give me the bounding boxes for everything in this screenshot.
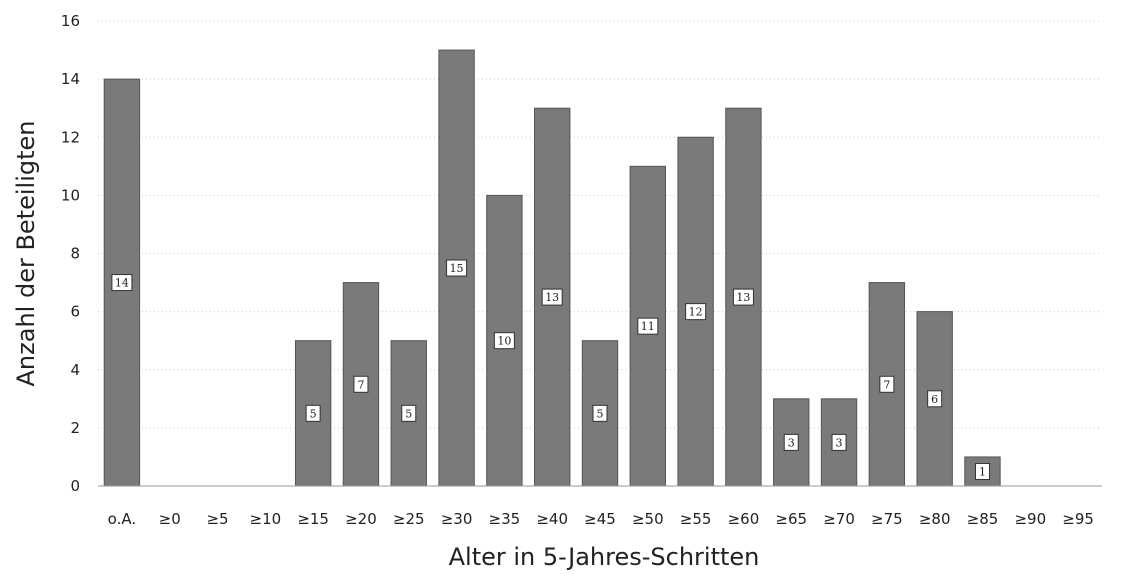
data-label: 15	[450, 262, 464, 275]
x-tick-label: ≥40	[536, 510, 568, 528]
data-label: 7	[883, 378, 890, 391]
y-tick-label: 12	[61, 128, 80, 146]
x-tick-label: ≥30	[441, 510, 473, 528]
data-label-box	[493, 332, 515, 350]
data-label-box	[353, 375, 369, 393]
data-label-box	[446, 259, 468, 277]
x-tick-label: o.A.	[108, 510, 136, 528]
data-label: 1	[979, 465, 986, 478]
data-label-box	[541, 288, 563, 306]
y-tick-label: 16	[61, 12, 80, 30]
y-tick-label: 8	[70, 245, 80, 263]
x-tick-label: ≥25	[393, 510, 425, 528]
data-label-box	[783, 433, 799, 451]
data-label-box	[732, 288, 754, 306]
data-label: 14	[115, 277, 129, 290]
x-tick-label: ≥85	[967, 510, 999, 528]
x-tick-label: ≥75	[871, 510, 903, 528]
data-label-box	[879, 375, 895, 393]
data-label-box	[592, 404, 608, 422]
data-label: 6	[931, 393, 938, 406]
data-label-box	[974, 462, 990, 480]
data-label: 13	[545, 291, 559, 304]
x-tick-label: ≥95	[1062, 510, 1094, 528]
data-label: 10	[497, 335, 511, 348]
data-label: 5	[405, 407, 412, 420]
x-tick-label: ≥55	[680, 510, 712, 528]
data-label: 11	[641, 320, 655, 333]
x-tick-label: ≥5	[206, 510, 228, 528]
data-label-box	[927, 390, 943, 408]
x-tick-label: ≥20	[345, 510, 377, 528]
x-tick-label: ≥50	[632, 510, 664, 528]
data-label: 7	[357, 378, 364, 391]
y-axis-ticks: 0 2 4 6 8 10 12 14 16	[61, 12, 80, 495]
data-labels: 14 5 7 5 15 10 13 5 11 12 13 3 3 7 6 1	[111, 259, 990, 480]
data-label: 5	[597, 407, 604, 420]
x-tick-label: ≥70	[823, 510, 855, 528]
x-tick-label: ≥65	[775, 510, 807, 528]
data-label-box	[305, 404, 321, 422]
x-tick-label: ≥0	[159, 510, 181, 528]
data-label-box	[685, 303, 707, 321]
y-tick-label: 14	[61, 70, 80, 88]
data-label: 5	[310, 407, 317, 420]
x-tick-label: ≥90	[1014, 510, 1046, 528]
data-label: 3	[836, 436, 843, 449]
y-tick-label: 2	[70, 419, 80, 437]
y-tick-label: 10	[61, 186, 80, 204]
data-label-box	[637, 317, 659, 335]
data-label-box	[111, 274, 133, 292]
x-axis-ticks: o.A. ≥0 ≥5 ≥10 ≥15 ≥20 ≥25 ≥30 ≥35 ≥40 ≥45 ≥50 ≥55 ≥6…	[108, 510, 1094, 528]
y-tick-label: 6	[70, 303, 80, 321]
x-axis-title: Alter in 5-Jahres-Schritten	[449, 543, 760, 571]
y-axis-title: Anzahl der Beteiligten	[12, 121, 40, 387]
x-tick-label: ≥15	[297, 510, 329, 528]
x-tick-label: ≥45	[584, 510, 616, 528]
x-tick-label: ≥35	[489, 510, 521, 528]
x-tick-label: ≥80	[919, 510, 951, 528]
data-label: 12	[689, 306, 703, 319]
x-tick-label: ≥10	[250, 510, 282, 528]
data-label: 13	[736, 291, 750, 304]
bars	[103, 49, 1001, 487]
y-tick-label: 4	[70, 361, 80, 379]
x-tick-label: ≥60	[728, 510, 760, 528]
data-label-box	[401, 404, 417, 422]
y-tick-label: 0	[70, 477, 80, 495]
data-label: 3	[788, 436, 795, 449]
data-label-box	[831, 433, 847, 451]
